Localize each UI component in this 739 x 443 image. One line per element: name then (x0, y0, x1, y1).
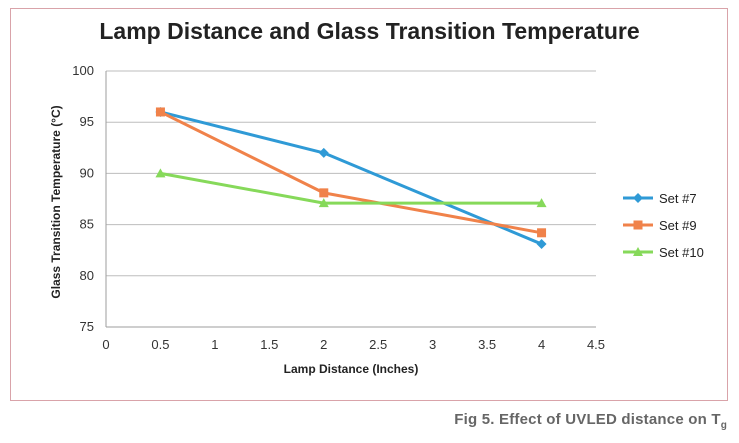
data-point-set-10 (318, 198, 329, 208)
x-tick-label: 2.5 (369, 337, 387, 352)
x-tick-label: 1.5 (260, 337, 278, 352)
y-tick-label: 80 (80, 268, 94, 283)
x-tick-label: 2 (320, 337, 327, 352)
y-axis-label: Glass Transition Temperature (°C) (49, 105, 63, 298)
x-tick-label: 3.5 (478, 337, 496, 352)
figure-caption: Fig 5. Effect of UVLED distance on Tg (454, 411, 727, 431)
y-tick-label: 95 (80, 114, 94, 129)
legend-marker-set-10 (633, 247, 643, 256)
data-point-set-7 (536, 239, 547, 250)
data-point-set-9 (537, 228, 547, 238)
x-tick-label: 4 (538, 337, 545, 352)
y-axis: 75 80 85 90 95 100 (72, 63, 107, 334)
legend-label-set-7: Set #7 (659, 191, 697, 206)
y-tick-label: 85 (80, 217, 94, 232)
series-line-set-9 (159, 110, 542, 235)
legend: Set #7 Set #9 Set #10 (623, 191, 704, 260)
y-tick-label: 75 (80, 319, 94, 334)
data-point-set-7 (318, 147, 329, 158)
caption-text: Fig 5. Effect of UVLED distance on T (454, 411, 721, 428)
x-tick-label: 4.5 (587, 337, 605, 352)
legend-marker-set-9 (633, 220, 643, 230)
legend-marker-set-7 (633, 193, 643, 203)
data-point-set-9 (155, 107, 165, 117)
x-axis: 0 0.5 1 1.5 2 2.5 3 3.5 4 4.5 (102, 326, 605, 352)
legend-label-set-9: Set #9 (659, 218, 697, 233)
data-point-set-10 (536, 198, 547, 208)
x-tick-label: 0.5 (151, 337, 169, 352)
legend-label-set-10: Set #10 (659, 245, 704, 260)
caption-subscript: g (720, 420, 727, 431)
series-markers (155, 106, 547, 250)
x-axis-label: Lamp Distance (Inches) (284, 362, 419, 376)
y-tick-label: 100 (72, 63, 94, 78)
x-tick-label: 3 (429, 337, 436, 352)
data-point-set-9 (319, 188, 329, 198)
gridlines (106, 70, 596, 277)
x-tick-label: 1 (211, 337, 218, 352)
y-tick-label: 90 (80, 165, 94, 180)
chart-title: Lamp Distance and Glass Transition Tempe… (99, 18, 640, 44)
x-tick-label: 0 (102, 337, 109, 352)
data-point-set-10 (155, 168, 166, 178)
